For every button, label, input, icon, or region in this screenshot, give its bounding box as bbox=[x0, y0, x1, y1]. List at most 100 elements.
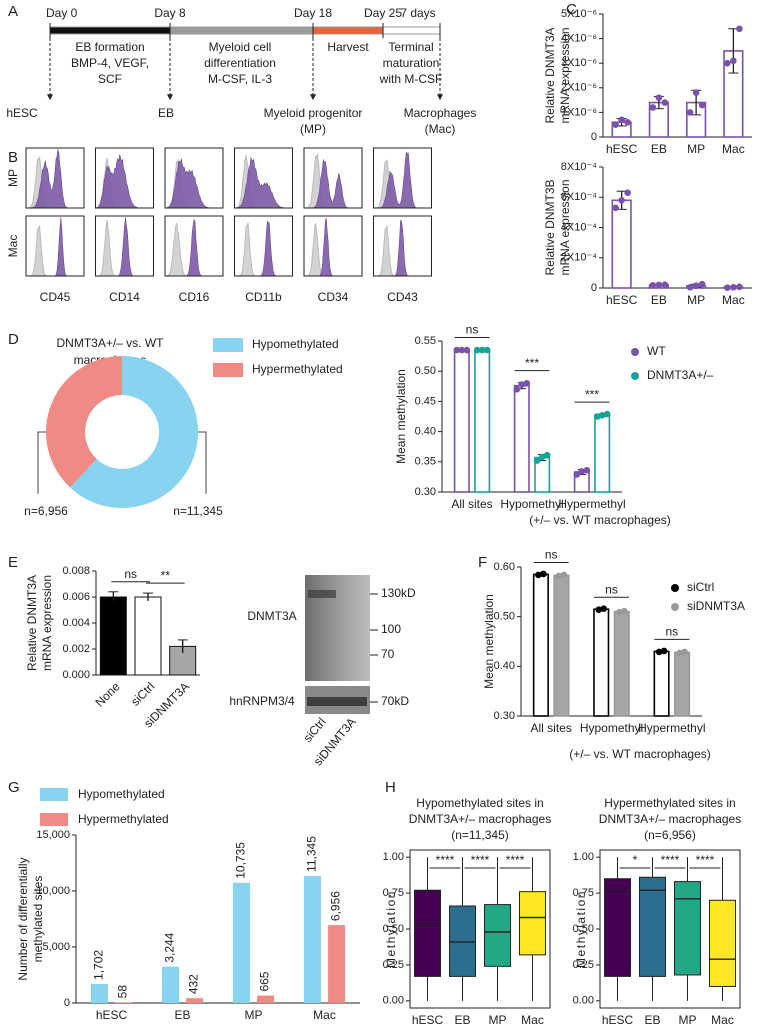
significance-label: ns bbox=[665, 625, 678, 639]
output-label: Myeloid progenitor bbox=[264, 106, 363, 120]
x-tick-label: Mac bbox=[722, 142, 745, 156]
legend-swatch bbox=[40, 813, 68, 826]
data-point bbox=[612, 121, 619, 128]
pie-slice bbox=[46, 356, 122, 488]
day-label: Day 0 bbox=[46, 6, 78, 20]
bar bbox=[90, 983, 108, 1003]
y-tick-label: 0.75 bbox=[383, 887, 404, 899]
x-tick-label: All sites bbox=[530, 721, 571, 735]
stage-label: EB formation bbox=[75, 40, 144, 54]
y-tick-label: 0.004 bbox=[62, 617, 90, 629]
stage-label: Myeloid cell bbox=[209, 40, 272, 54]
data-point bbox=[686, 283, 694, 291]
data-point bbox=[676, 649, 683, 657]
data-point bbox=[686, 109, 694, 116]
chart-title: Hypermethylated sites in bbox=[604, 796, 735, 810]
y-tick-label: 0.50 bbox=[383, 923, 404, 935]
significance-label: ** bbox=[161, 568, 171, 582]
y-tick-label: 5,000 bbox=[42, 941, 70, 953]
y-axis-label: mRNA expression bbox=[558, 27, 572, 123]
marker-label: CD16 bbox=[179, 290, 210, 304]
size-label: 70 bbox=[381, 647, 395, 661]
y-axis-label: methylated sites bbox=[31, 876, 45, 963]
bar bbox=[99, 596, 127, 676]
box bbox=[639, 876, 666, 977]
data-point bbox=[698, 101, 706, 109]
bar bbox=[134, 596, 162, 676]
stage-label: with M-CSF bbox=[379, 72, 443, 86]
y-tick-label: 0.25 bbox=[383, 959, 404, 971]
histogram-frame bbox=[303, 215, 363, 277]
significance-label: *** bbox=[585, 387, 599, 401]
bar bbox=[115, 1002, 133, 1003]
value-label: n=6,956 bbox=[24, 504, 68, 518]
y-tick-label: 1.00 bbox=[383, 851, 404, 863]
legend-marker bbox=[671, 603, 679, 611]
data-point bbox=[660, 647, 668, 655]
data-point bbox=[453, 346, 461, 354]
data-point bbox=[603, 410, 611, 418]
legend-label: Hypermethylated bbox=[252, 362, 343, 376]
output-label: hESC bbox=[6, 106, 38, 120]
significance-label: ns bbox=[605, 582, 618, 596]
x-tick-label: hESC bbox=[96, 1008, 128, 1022]
data-point bbox=[681, 648, 688, 656]
data-point bbox=[724, 284, 731, 291]
data-point bbox=[620, 607, 628, 615]
histogram-frame bbox=[95, 215, 154, 277]
isotype-histogram bbox=[304, 153, 362, 209]
panel-label: C bbox=[566, 1, 577, 18]
bar bbox=[257, 995, 275, 1003]
value-label: 432 bbox=[187, 974, 201, 994]
data-point bbox=[661, 281, 669, 288]
row-label: Mac bbox=[6, 235, 20, 258]
y-tick-label: 0.00 bbox=[573, 995, 594, 1007]
significance-label: **** bbox=[471, 853, 490, 867]
y-tick-label: 0.35 bbox=[415, 456, 436, 468]
marker-label: CD43 bbox=[387, 290, 418, 304]
x-tick-label: All sites bbox=[451, 497, 492, 511]
timeline-segment bbox=[312, 26, 384, 35]
histogram-frame bbox=[373, 147, 432, 209]
y-axis-label: mRNA expression bbox=[40, 575, 54, 671]
data-point bbox=[724, 59, 731, 67]
bar bbox=[594, 414, 611, 493]
bar bbox=[161, 966, 179, 1003]
box bbox=[674, 881, 701, 976]
panel-label: F bbox=[478, 554, 487, 571]
data-point bbox=[583, 466, 591, 474]
timeline-segment bbox=[49, 26, 171, 35]
significance-label: *** bbox=[525, 356, 539, 370]
x-tick-label: Mac bbox=[313, 1008, 336, 1022]
bar bbox=[674, 651, 691, 717]
y-tick-label: 0.00 bbox=[383, 995, 404, 1007]
y-tick-label: 0.30 bbox=[494, 710, 515, 722]
timeline-segment bbox=[169, 26, 314, 35]
data-point bbox=[513, 386, 521, 393]
output-label: (Mac) bbox=[425, 122, 456, 136]
histogram-frame bbox=[234, 215, 293, 277]
histogram-frame bbox=[95, 147, 154, 209]
bar bbox=[328, 925, 346, 1003]
panel-label: G bbox=[8, 779, 20, 796]
data-point bbox=[540, 570, 547, 578]
size-label: 130kD bbox=[381, 586, 416, 600]
legend-swatch bbox=[213, 338, 243, 352]
marker-label: CD11b bbox=[245, 290, 282, 304]
x-tick-label: Mac bbox=[521, 1013, 544, 1026]
y-tick-label: 2X10⁻⁴ bbox=[561, 252, 597, 264]
data-point bbox=[533, 457, 541, 464]
significance-label: **** bbox=[661, 853, 680, 867]
y-tick-label: 8X10⁻⁴ bbox=[561, 161, 597, 173]
y-tick-label: 0 bbox=[64, 997, 70, 1009]
data-point bbox=[523, 379, 531, 387]
bar bbox=[453, 349, 470, 493]
data-point bbox=[730, 57, 737, 65]
legend-label: WT bbox=[647, 344, 666, 358]
y-axis-label: Relative DNMT3A bbox=[25, 575, 39, 671]
x-tick-label: EB bbox=[454, 1013, 470, 1026]
x-tick-label: None bbox=[93, 679, 123, 709]
panel-label: D bbox=[8, 331, 19, 348]
significance-label: ns bbox=[545, 548, 558, 562]
x-tick-label: hESC bbox=[606, 142, 638, 156]
